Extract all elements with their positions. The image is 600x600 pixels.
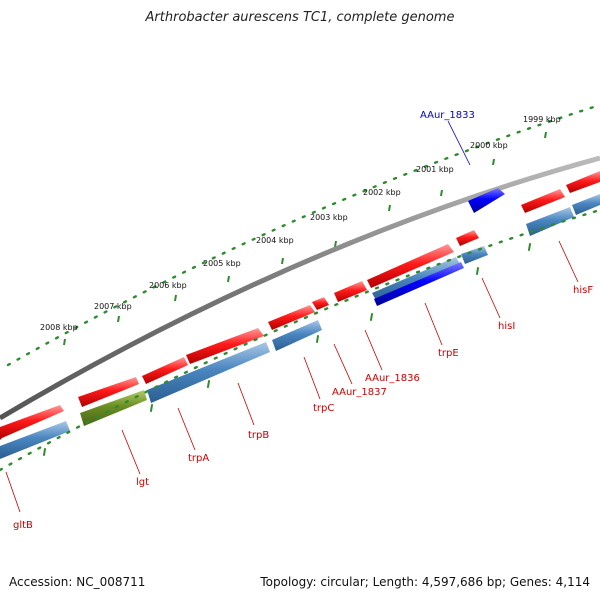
kbp-label-2002: 2002 kbp bbox=[363, 188, 401, 197]
kbp-label-1999: 1999 kbp bbox=[523, 115, 561, 124]
gene-label-aaur1833[interactable]: AAur_1833 bbox=[420, 110, 475, 121]
gene-trpc-forward[interactable] bbox=[268, 305, 315, 330]
gene-next-reverse[interactable] bbox=[572, 194, 600, 215]
gene-hisi-reverse[interactable] bbox=[461, 246, 488, 264]
outer-major-ticks bbox=[63, 131, 547, 346]
gene-next-forward[interactable] bbox=[566, 171, 600, 193]
outer-tick-ring bbox=[6, 103, 600, 367]
gene-hisf-reverse[interactable] bbox=[526, 207, 574, 236]
gene-label-trpa[interactable]: trpA bbox=[188, 453, 209, 464]
gene-trpe-forward[interactable] bbox=[367, 244, 454, 288]
gene-aaur1836-forward[interactable] bbox=[334, 281, 367, 302]
gene-aaur1833[interactable] bbox=[468, 188, 505, 213]
gene-trpe-reverse[interactable] bbox=[374, 262, 464, 306]
gene-gltb-reverse[interactable] bbox=[0, 421, 70, 459]
gene-gltb-forward[interactable] bbox=[0, 405, 64, 440]
gene-trpa-reverse[interactable] bbox=[147, 342, 270, 403]
gene-lgt-forward[interactable] bbox=[78, 377, 139, 407]
kbp-label-2007: 2007 kbp bbox=[94, 302, 132, 311]
gene-label-hisi[interactable]: hisI bbox=[498, 321, 515, 332]
gene-label-aaur1837[interactable]: AAur_1837 bbox=[332, 387, 387, 398]
aaur1833-leader-line bbox=[447, 120, 471, 166]
gene-label-hisf[interactable]: hisF bbox=[573, 285, 593, 296]
kbp-labels: 2008 kbp 2007 kbp 2006 kbp 2005 kbp 2004… bbox=[40, 115, 561, 332]
gene-label-trpb[interactable]: trpB bbox=[248, 430, 269, 441]
gene-labels: gltB lgt trpA trpB trpC AAur_1837 AAur_1… bbox=[13, 110, 593, 531]
gene-label-aaur1836[interactable]: AAur_1836 bbox=[365, 373, 420, 384]
gene-label-gltb[interactable]: gltB bbox=[13, 520, 33, 531]
gene-leader-lines bbox=[5, 240, 579, 513]
inner-tick-ring bbox=[0, 208, 600, 472]
gene-label-trpe[interactable]: trpE bbox=[438, 348, 459, 359]
gene-hisi-forward[interactable] bbox=[456, 230, 479, 246]
kbp-label-2006: 2006 kbp bbox=[149, 281, 187, 290]
gene-trpa-forward[interactable] bbox=[142, 357, 188, 384]
map-title: Arthrobacter aurescens TC1, complete gen… bbox=[145, 10, 455, 25]
kbp-label-2003: 2003 kbp bbox=[310, 213, 348, 222]
forward-strand bbox=[0, 171, 600, 440]
topology-text: Topology: circular; Length: 4,597,686 bp… bbox=[260, 575, 590, 589]
gene-label-lgt[interactable]: lgt bbox=[136, 477, 149, 488]
reverse-strand bbox=[0, 194, 600, 459]
kbp-label-2005: 2005 kbp bbox=[203, 259, 241, 268]
gene-hisf-forward[interactable] bbox=[521, 189, 565, 213]
kbp-label-2001: 2001 kbp bbox=[416, 165, 454, 174]
kbp-label-2004: 2004 kbp bbox=[256, 236, 294, 245]
kbp-label-2000: 2000 kbp bbox=[470, 141, 508, 150]
gene-trpc-reverse[interactable] bbox=[272, 320, 322, 351]
accession-text: Accession: NC_008711 bbox=[9, 575, 146, 589]
kbp-label-2008: 2008 kbp bbox=[40, 323, 78, 332]
gene-trpb-forward[interactable] bbox=[186, 328, 264, 364]
gene-label-trpc[interactable]: trpC bbox=[313, 403, 334, 414]
gene-aaur1837-forward[interactable] bbox=[312, 297, 329, 310]
genome-backbone bbox=[0, 155, 600, 421]
